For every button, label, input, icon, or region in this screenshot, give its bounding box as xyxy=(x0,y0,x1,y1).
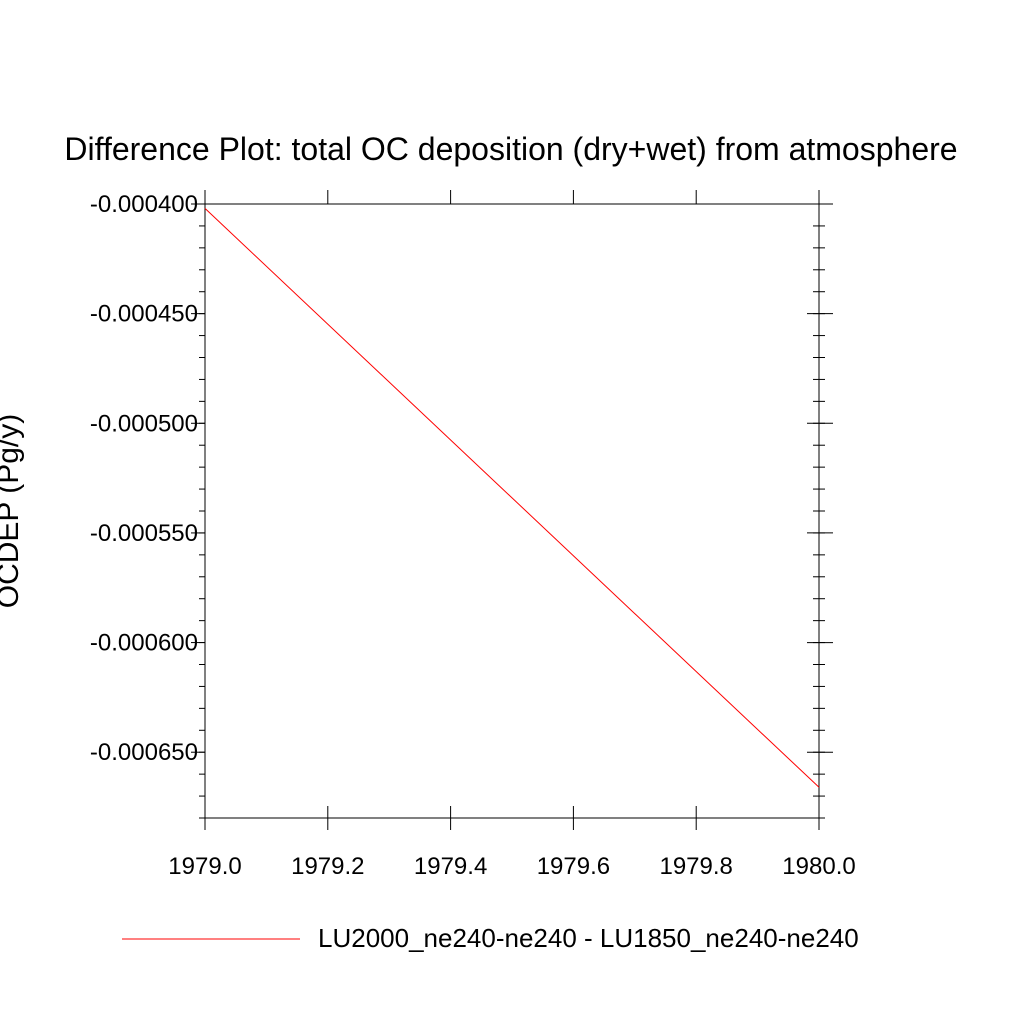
y-tick-label: -0.000450 xyxy=(90,301,198,328)
y-tick-label: -0.000550 xyxy=(90,520,198,547)
y-tick-label: -0.000400 xyxy=(90,191,198,218)
x-tick-label: 1979.2 xyxy=(291,853,364,880)
x-tick-label: 1979.0 xyxy=(168,853,241,880)
series-layer xyxy=(204,208,820,788)
x-tick-label: 1979.4 xyxy=(414,853,487,880)
plot-frame xyxy=(204,203,820,819)
x-tick-label: 1979.8 xyxy=(659,853,732,880)
minor-ticks xyxy=(199,203,825,819)
y-axis-label: OCDEP (Pg/y) xyxy=(0,414,25,609)
x-axis-ticks: 1979.0 1979.2 1979.4 1979.6 1979.8 1980.0 xyxy=(168,190,856,880)
y-tick-label: -0.000600 xyxy=(90,630,198,657)
y-tick-label: -0.000500 xyxy=(90,410,198,437)
x-tick-label: 1980.0 xyxy=(782,853,855,880)
series-line xyxy=(204,208,820,788)
y-tick-label: -0.000650 xyxy=(90,739,198,766)
y-axis-ticks: -0.000400 -0.000450 -0.000500 -0.000550 -0.0… xyxy=(90,191,833,766)
chart-title: Difference Plot: total OC deposition (dr… xyxy=(64,131,957,167)
legend: LU2000_ne240-ne240 - LU1850_ne240-ne240 xyxy=(122,923,859,953)
x-tick-label: 1979.6 xyxy=(537,853,610,880)
legend-label: LU2000_ne240-ne240 - LU1850_ne240-ne240 xyxy=(318,923,859,953)
